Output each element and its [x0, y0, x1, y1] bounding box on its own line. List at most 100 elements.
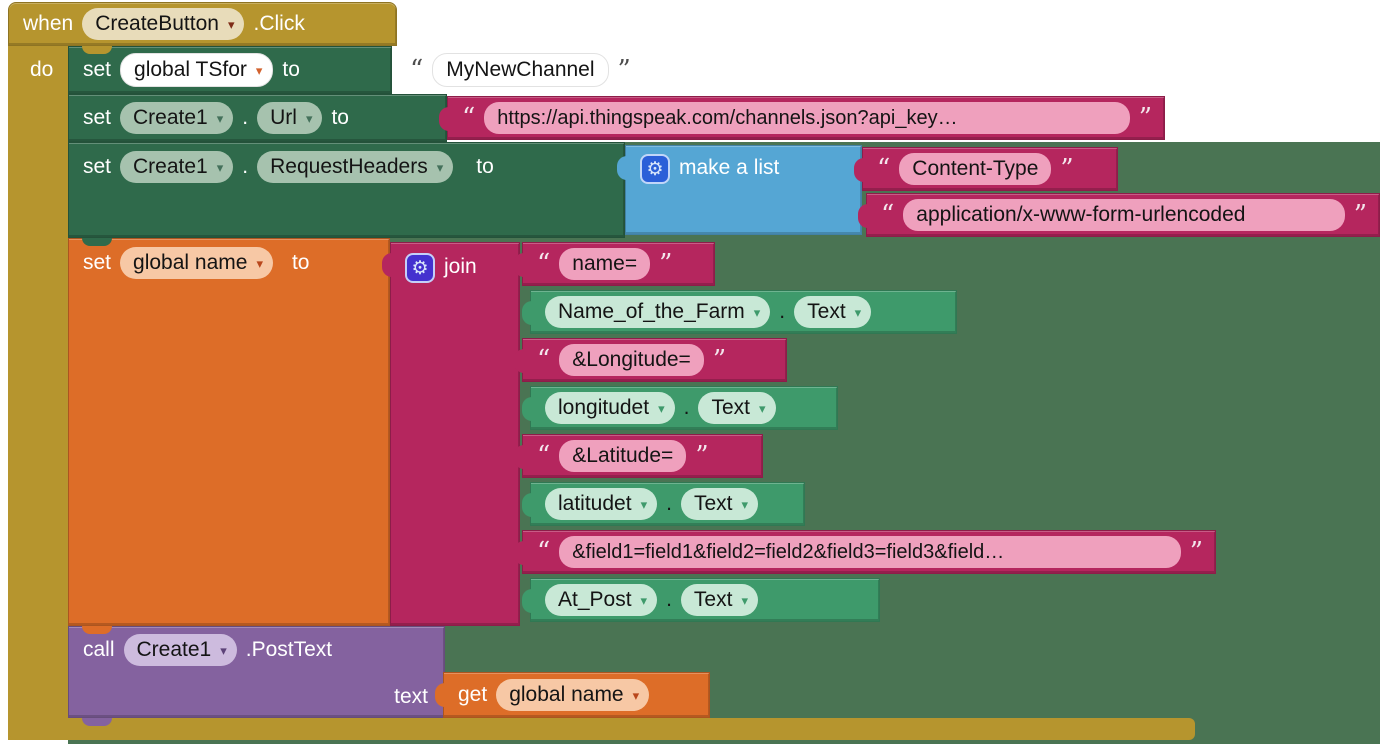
get-global-name-block[interactable]: get global name ▾ — [435, 672, 710, 718]
component-dropdown-create1[interactable]: Create1 ▾ — [120, 151, 234, 183]
string-block-name[interactable]: “ name= ” — [514, 242, 715, 286]
string-block-fields[interactable]: “ &field1=field1&field2=field2&field3=fi… — [514, 530, 1216, 574]
variable-dropdown-tsfor[interactable]: global TSfor ▾ — [120, 53, 274, 87]
string-block-url[interactable]: “ https://api.thingspeak.com/channels.js… — [439, 96, 1165, 140]
property-getter-name-of-the-farm[interactable]: Name_of_the_Farm ▾ . Text ▾ — [522, 290, 957, 334]
component-dropdown[interactable]: latitudet ▾ — [545, 488, 658, 520]
string-block-mynewchannel[interactable]: “ MyNewChannel ” — [400, 48, 662, 92]
string-value-field[interactable]: name= — [559, 248, 651, 280]
dropdown-arrow-icon: ▾ — [658, 400, 665, 416]
mutator-gear-icon[interactable]: ⚙ — [640, 154, 670, 184]
set-create1-url-block[interactable]: set Create1 ▾ . Url ▾ to — [68, 94, 447, 142]
property-dropdown[interactable]: Text ▾ — [698, 392, 776, 424]
dropdown-arrow-icon: ▾ — [255, 62, 263, 78]
component-name-label: longitudet — [558, 396, 650, 419]
string-block-urlencoded[interactable]: “ application/x-www-form-urlencoded ” — [858, 193, 1380, 237]
make-a-list-label: make a list — [679, 156, 780, 179]
connector-bump — [82, 718, 112, 726]
dot-separator: . — [242, 106, 249, 129]
property-getter-at-post[interactable]: At_Post ▾ . Text ▾ — [522, 578, 880, 622]
to-keyword: to — [476, 155, 494, 178]
dropdown-arrow-icon: ▾ — [741, 592, 748, 608]
when-event-block[interactable]: when CreateButton ▾ .Click — [8, 2, 397, 46]
string-block-content-type[interactable]: “ Content-Type ” — [854, 147, 1118, 191]
variable-dropdown-global-name[interactable]: global name ▾ — [496, 679, 650, 711]
dot-separator: . — [779, 300, 786, 323]
to-keyword: to — [331, 106, 349, 129]
variable-name-label: global name — [509, 683, 624, 706]
event-name-label: .Click — [253, 12, 305, 35]
component-name-label: Create1 — [133, 106, 208, 129]
component-name-label: Create1 — [133, 155, 208, 178]
variable-name-label: global name — [133, 251, 248, 274]
open-quote: “ — [881, 200, 895, 230]
property-name-label: Text — [693, 588, 733, 611]
dot-separator: . — [242, 155, 249, 178]
property-dropdown[interactable]: Text ▾ — [680, 488, 758, 520]
when-block-bottom-wall[interactable] — [8, 718, 1195, 740]
property-dropdown[interactable]: Text ▾ — [680, 584, 758, 616]
string-value-field[interactable]: https://api.thingspeak.com/channels.json… — [484, 102, 1130, 134]
dropdown-arrow-icon: ▾ — [436, 159, 444, 175]
param-label-text: text — [394, 685, 428, 708]
dot-separator: . — [666, 588, 672, 611]
dropdown-arrow-icon: ▾ — [741, 496, 748, 512]
close-quote: ” — [1353, 200, 1367, 230]
when-keyword: when — [23, 12, 74, 35]
string-value-field[interactable]: application/x-www-form-urlencoded — [903, 199, 1345, 231]
connector-bump — [82, 626, 112, 634]
close-quote: ” — [695, 441, 709, 471]
string-block-latitude[interactable]: “ &Latitude= ” — [514, 434, 763, 478]
dropdown-arrow-icon: ▾ — [854, 304, 862, 320]
property-dropdown-url[interactable]: Url ▾ — [257, 102, 323, 134]
dropdown-arrow-icon: ▾ — [256, 255, 263, 271]
connector-bump — [82, 238, 112, 246]
dropdown-arrow-icon: ▾ — [227, 16, 235, 32]
mutator-gear-icon[interactable]: ⚙ — [405, 253, 435, 283]
component-dropdown-create1[interactable]: Create1 ▾ — [123, 634, 237, 666]
call-posttext-block[interactable]: call Create1 ▾ .PostText text — [68, 626, 445, 718]
event-component-dropdown[interactable]: CreateButton ▾ — [82, 8, 245, 40]
string-value-field[interactable]: Content-Type — [899, 153, 1052, 185]
to-keyword: to — [291, 251, 310, 274]
string-value-field[interactable]: &Latitude= — [559, 440, 687, 472]
when-block-left-wall[interactable]: do — [8, 46, 68, 740]
component-dropdown[interactable]: At_Post ▾ — [545, 584, 658, 616]
property-name-label: Text — [711, 396, 750, 419]
property-dropdown-requestheaders[interactable]: RequestHeaders ▾ — [257, 151, 454, 183]
set-global-name-block[interactable]: set global name ▾ to — [68, 238, 390, 626]
string-value-field[interactable]: &field1=field1&field2=field2&field3=fiel… — [559, 536, 1181, 568]
set-keyword: set — [83, 251, 112, 274]
open-quote: “ — [537, 537, 551, 567]
component-name-label: latitudet — [558, 492, 632, 515]
string-value-field[interactable]: &Longitude= — [559, 344, 704, 376]
dropdown-arrow-icon: ▾ — [220, 642, 227, 658]
open-quote: “ — [537, 441, 551, 471]
component-dropdown[interactable]: longitudet ▾ — [545, 392, 675, 424]
string-value-field[interactable]: MyNewChannel — [432, 53, 609, 87]
dropdown-arrow-icon: ▾ — [632, 687, 640, 703]
dropdown-arrow-icon: ▾ — [216, 159, 224, 175]
component-dropdown-create1[interactable]: Create1 ▾ — [120, 102, 234, 134]
set-keyword: set — [83, 106, 112, 129]
property-name-label: Text — [807, 300, 846, 323]
component-dropdown[interactable]: Name_of_the_Farm ▾ — [545, 296, 771, 328]
make-a-list-block[interactable]: ⚙ make a list — [617, 145, 862, 235]
set-keyword: set — [83, 155, 112, 178]
join-block[interactable]: ⚙ join — [382, 242, 520, 626]
property-getter-longitudet[interactable]: longitudet ▾ . Text ▾ — [522, 386, 838, 430]
close-quote: ” — [712, 345, 727, 375]
open-quote: “ — [462, 103, 476, 133]
property-name-label: RequestHeaders — [270, 155, 428, 178]
get-keyword: get — [458, 683, 488, 706]
property-dropdown[interactable]: Text ▾ — [794, 296, 872, 328]
connector-bump — [82, 46, 112, 54]
string-block-longitude[interactable]: “ &Longitude= ” — [514, 338, 787, 382]
dropdown-arrow-icon: ▾ — [216, 110, 224, 126]
dropdown-arrow-icon: ▾ — [640, 496, 648, 512]
method-name-label: .PostText — [245, 638, 333, 661]
set-create1-requestheaders-block[interactable]: set Create1 ▾ . RequestHeaders ▾ to — [68, 142, 625, 238]
variable-dropdown-global-name[interactable]: global name ▾ — [120, 247, 273, 279]
set-global-tsfor-block[interactable]: set global TSfor ▾ to — [68, 46, 392, 94]
property-getter-latitudet[interactable]: latitudet ▾ . Text ▾ — [522, 482, 805, 526]
